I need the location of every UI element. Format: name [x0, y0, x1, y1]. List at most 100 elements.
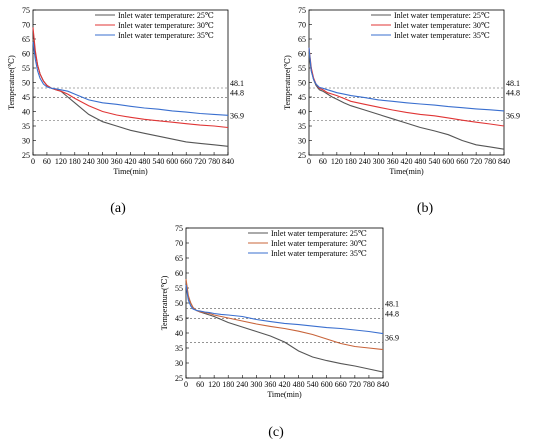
series-line	[308, 47, 505, 112]
y-tick-label: 30	[298, 137, 306, 146]
legend-entry: Inlet water temperature: 30℃	[271, 239, 367, 248]
series-line	[32, 27, 229, 129]
reference-line-label: 36.9	[506, 111, 520, 120]
y-axis-title: Temperature(℃)	[283, 55, 292, 110]
reference-line-label: 48.1	[230, 79, 244, 88]
x-tick-label: 480	[138, 157, 150, 166]
y-tick-label: 45	[175, 314, 183, 323]
x-tick-label: 0	[307, 157, 311, 166]
y-tick-label: 75	[22, 6, 30, 15]
x-tick-label: 240	[359, 157, 371, 166]
x-tick-label: 540	[307, 380, 319, 389]
y-axis-title: Temperature(℃)	[7, 55, 16, 110]
y-tick-label: 30	[22, 137, 30, 146]
x-tick-label: 360	[387, 157, 399, 166]
x-tick-label: 540	[152, 157, 164, 166]
y-axis-title: Temperature(℃)	[160, 275, 169, 330]
x-tick-label: 660	[180, 157, 192, 166]
y-tick-label: 50	[22, 79, 30, 88]
legend-entry: Inlet water temperature: 35℃	[394, 31, 490, 40]
x-tick-label: 240	[83, 157, 95, 166]
y-tick-label: 25	[175, 374, 183, 383]
panel-label: (b)	[417, 201, 434, 216]
reference-line-label: 48.1	[385, 300, 399, 309]
y-tick-label: 70	[175, 239, 183, 248]
series-line	[32, 38, 229, 147]
x-tick-label: 120	[331, 157, 343, 166]
x-tick-label: 660	[456, 157, 468, 166]
legend-entry: Inlet water temperature: 35℃	[271, 249, 367, 258]
legend-entry: Inlet water temperature: 25℃	[394, 11, 490, 20]
series-line	[185, 281, 384, 373]
chart-panel-c: 48.144.8 36.9 25 30 35 40 45 50 55 60 65 70 75 0 60 120…	[160, 224, 399, 440]
x-tick-label: 0	[31, 157, 35, 166]
series-line	[308, 53, 505, 150]
x-tick-label: 540	[428, 157, 440, 166]
y-tick-label: 70	[298, 21, 306, 30]
reference-line-label: 48.1	[506, 79, 520, 88]
x-tick-label: 180	[222, 380, 234, 389]
x-tick-label: 600	[442, 157, 454, 166]
x-tick-label: 180	[345, 157, 357, 166]
y-tick-label: 60	[22, 50, 30, 59]
x-tick-label: 780	[208, 157, 220, 166]
x-tick-label: 780	[363, 380, 375, 389]
x-tick-label: 720	[349, 380, 361, 389]
chart-panel-b: 48.144.8 36.9 25 30 35 40 45 50 55 60 65 70 75 0 60 120…	[283, 6, 520, 216]
x-tick-label: 60	[43, 157, 51, 166]
y-tick-label: 55	[175, 284, 183, 293]
x-tick-label: 300	[373, 157, 385, 166]
x-tick-label: 420	[401, 157, 413, 166]
y-tick-label: 35	[22, 122, 30, 131]
y-tick-label: 40	[175, 329, 183, 338]
x-tick-label: 420	[279, 380, 291, 389]
y-tick-label: 35	[175, 344, 183, 353]
x-tick-label: 840	[377, 380, 389, 389]
y-tick-label: 70	[22, 21, 30, 30]
y-tick-label: 30	[175, 359, 183, 368]
x-tick-label: 300	[250, 380, 262, 389]
reference-line-label: 36.9	[385, 333, 399, 342]
x-tick-label: 600	[321, 380, 333, 389]
x-tick-label: 360	[111, 157, 123, 166]
reference-line-label: 36.9	[230, 111, 244, 120]
x-axis-title: Time(min)	[113, 167, 148, 176]
x-tick-label: 720	[470, 157, 482, 166]
y-tick-label: 35	[298, 122, 306, 131]
legend-entry: Inlet water temperature: 30℃	[118, 21, 214, 30]
x-tick-label: 0	[184, 380, 188, 389]
legend-entry: Inlet water temperature: 30℃	[394, 21, 490, 30]
y-tick-label: 40	[298, 108, 306, 117]
y-tick-label: 50	[298, 79, 306, 88]
x-tick-label: 660	[335, 380, 347, 389]
series-line	[32, 41, 229, 116]
x-tick-label: 60	[196, 380, 204, 389]
x-tick-label: 480	[293, 380, 305, 389]
legend-entry: Inlet water temperature: 25℃	[271, 229, 367, 238]
reference-line-label: 44.8	[385, 310, 399, 319]
x-tick-label: 240	[236, 380, 248, 389]
y-tick-label: 65	[22, 35, 30, 44]
panel-label: (a)	[110, 201, 126, 216]
series-line	[185, 278, 384, 351]
y-tick-label: 60	[175, 269, 183, 278]
y-tick-label: 55	[298, 64, 306, 73]
y-tick-label: 55	[22, 64, 30, 73]
legend-entry: Inlet water temperature: 25℃	[118, 11, 214, 20]
x-tick-label: 840	[222, 157, 234, 166]
y-tick-label: 50	[175, 299, 183, 308]
series-line	[308, 47, 505, 127]
y-tick-label: 75	[298, 6, 306, 15]
y-tick-label: 40	[22, 108, 30, 117]
x-tick-label: 300	[97, 157, 109, 166]
x-tick-label: 120	[208, 380, 220, 389]
y-tick-label: 25	[22, 151, 30, 160]
x-tick-label: 420	[125, 157, 137, 166]
x-tick-label: 120	[55, 157, 67, 166]
panel-label: (c)	[268, 425, 284, 440]
y-tick-label: 25	[298, 151, 306, 160]
x-tick-label: 720	[194, 157, 206, 166]
x-tick-label: 600	[166, 157, 178, 166]
x-tick-label: 840	[498, 157, 510, 166]
x-axis-title: Time(min)	[267, 390, 302, 399]
